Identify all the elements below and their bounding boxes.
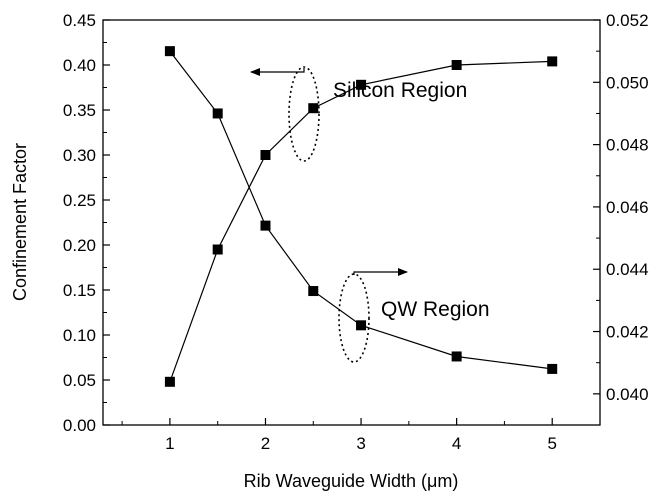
y-axis-title: Confinement Factor: [10, 143, 30, 301]
right-y-tick-label: 0.040: [606, 385, 649, 404]
x-tick-label: 3: [356, 434, 365, 453]
qw-ellipse: [338, 273, 370, 363]
left-y-tick-label: 0.25: [63, 191, 96, 210]
x-axis-title: Rib Waveguide Width (μm): [244, 471, 459, 491]
series-0-point: [260, 150, 271, 160]
series-1-point: [164, 46, 175, 57]
x-axis-ticks: 1 2 3 4 5: [121, 418, 601, 453]
series-0-point: [451, 60, 462, 70]
right-y-tick-label: 0.042: [606, 323, 649, 342]
series-0-point: [547, 56, 558, 67]
right-y-tick-label: 0.052: [606, 11, 649, 30]
left-y-tick-label: 0.15: [63, 281, 96, 300]
series-1-point: [212, 108, 223, 119]
x-tick-label: 2: [261, 434, 270, 453]
left-y-tick-label: 0.00: [63, 416, 96, 435]
series-0-point: [356, 79, 367, 90]
left-y-axis-ticks: 0.00 0.05 0.10 0.15 0.20 0.25 0.30 0.35 0.40 0.45: [63, 11, 110, 435]
qw-region-label: QW Region: [381, 298, 490, 321]
series-1-point: [451, 351, 462, 362]
qw-annotation: QW Region: [338, 268, 490, 363]
series-1-point: [547, 363, 558, 374]
silicon-arrow: [250, 68, 305, 76]
left-y-tick-label: 0.10: [63, 326, 96, 345]
left-y-tick-label: 0.35: [63, 101, 96, 120]
right-y-tick-label: 0.044: [606, 260, 649, 279]
left-y-tick-label: 0.20: [63, 236, 96, 255]
left-y-tick-label: 0.40: [63, 56, 96, 75]
silicon-ellipse: [288, 66, 320, 162]
series-0-point: [164, 376, 175, 387]
series-line-0: [169, 60, 553, 383]
series-1-point: [356, 320, 367, 331]
right-y-axis-ticks: 0.040 0.042 0.044 0.046 0.048 0.050 0.052: [593, 11, 649, 426]
qw-arrow: [353, 268, 408, 276]
series-0-point: [308, 103, 319, 114]
x-tick-label: 5: [547, 434, 556, 453]
left-y-tick-label: 0.45: [63, 11, 96, 30]
silicon-region-label: Silicon Region: [333, 79, 467, 102]
right-y-tick-label: 0.046: [606, 198, 649, 217]
silicon-annotation: Silicon Region: [250, 66, 467, 162]
left-y-tick-label: 0.30: [63, 146, 96, 165]
x-tick-label: 4: [452, 434, 461, 453]
series-0-point: [212, 244, 223, 255]
right-y-tick-label: 0.050: [606, 73, 649, 92]
left-y-tick-label: 0.05: [63, 371, 96, 390]
series-1-point: [260, 220, 271, 231]
x-tick-label: 1: [165, 434, 174, 453]
series-1-point: [308, 286, 319, 297]
right-y-tick-label: 0.048: [606, 136, 649, 155]
series-layer: [164, 46, 558, 387]
